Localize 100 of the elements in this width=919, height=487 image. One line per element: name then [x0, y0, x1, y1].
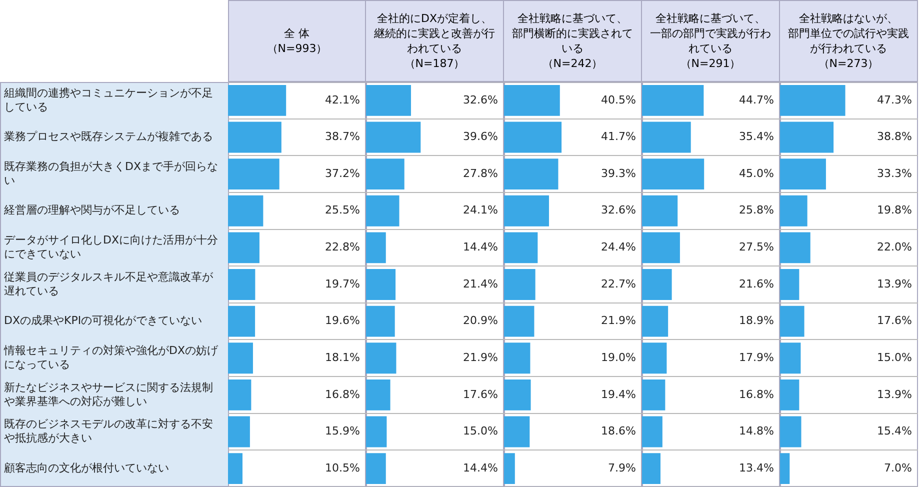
data-label: 20.9%	[463, 314, 498, 328]
bar	[780, 416, 802, 448]
y-tick-label: 業務プロセスや既存システムが複雑である	[4, 130, 213, 144]
bar	[366, 342, 396, 374]
bar	[366, 122, 421, 153]
y-tick-label: 情報セキュリティの対策や強化がDXの妨げになっている	[3, 344, 220, 371]
bar	[780, 195, 808, 226]
data-label: 22.7%	[601, 277, 636, 290]
data-label: 15.0%	[877, 350, 912, 364]
data-label: 40.5%	[601, 93, 636, 106]
y-tick-label: 既存のビジネスモデルの改革に対する不安や抵抗感が大きい	[4, 418, 213, 445]
bar	[780, 306, 804, 337]
data-label: 18.1%	[325, 350, 360, 364]
data-label: 7.0%	[884, 461, 912, 474]
data-label: 15.0%	[463, 424, 498, 438]
data-label: 33.3%	[877, 166, 912, 180]
bar	[228, 158, 280, 190]
data-label: 32.6%	[463, 93, 498, 106]
bar	[228, 232, 260, 264]
bar	[366, 379, 390, 410]
bar	[780, 122, 834, 153]
bar	[642, 84, 704, 116]
data-label: 21.4%	[463, 277, 498, 290]
data-label: 18.6%	[601, 424, 636, 438]
bar	[366, 416, 387, 448]
bar	[504, 416, 530, 448]
bar	[228, 379, 252, 410]
data-label: 17.6%	[877, 314, 912, 328]
data-label: 15.4%	[877, 424, 912, 438]
data-label: 19.8%	[877, 204, 912, 217]
data-label: 19.7%	[325, 277, 360, 290]
data-label: 14.8%	[739, 424, 774, 438]
data-label: 16.8%	[739, 388, 774, 401]
bar	[504, 195, 549, 226]
data-label: 35.4%	[739, 130, 774, 144]
chart-title: 全社的にDXが定着し、継続的に実践と改善が行われている（N=187）	[374, 11, 495, 71]
bar	[642, 306, 668, 337]
data-label: 39.3%	[601, 166, 636, 180]
bar	[642, 379, 666, 410]
bar	[780, 232, 810, 264]
bar	[504, 453, 515, 484]
bar	[642, 453, 660, 484]
bar	[780, 342, 801, 374]
y-tick-label: 既存業務の負担が大きくDXまで手が回らない	[4, 160, 218, 187]
y-tick-label: 経営層の理解や関与が不足している	[3, 204, 180, 217]
data-label: 13.9%	[877, 277, 912, 290]
bar	[780, 158, 826, 190]
bar	[780, 269, 800, 300]
bar	[642, 269, 672, 300]
bar	[228, 84, 286, 116]
bar	[228, 269, 256, 300]
data-label: 10.5%	[325, 461, 360, 474]
bar	[780, 453, 790, 484]
bar	[228, 416, 250, 448]
bar	[504, 232, 538, 264]
data-label: 21.9%	[601, 314, 636, 328]
chart-title: 全社戦略に基づいて、一部の部門で実践が行われている（N=291）	[650, 11, 771, 71]
data-label: 19.4%	[601, 388, 636, 401]
data-label: 27.5%	[739, 240, 774, 254]
bar	[642, 122, 691, 153]
bar	[366, 269, 396, 300]
bar	[228, 306, 256, 337]
chart-title: 全社戦略に基づいて、部門横断的に実践されている（N=242）	[512, 11, 633, 71]
data-label: 27.8%	[463, 166, 498, 180]
bar	[642, 158, 704, 190]
bar	[504, 122, 562, 153]
bar	[504, 306, 534, 337]
data-label: 25.5%	[325, 204, 360, 217]
data-label: 18.9%	[739, 314, 774, 328]
bar	[366, 195, 400, 226]
bar	[366, 84, 411, 116]
data-label: 42.1%	[325, 93, 360, 106]
y-tick-label: 新たなビジネスやサービスに関する法規制や業界基準への対応が難しい	[4, 380, 213, 408]
data-label: 22.8%	[325, 240, 360, 254]
bar	[642, 416, 662, 448]
bar	[504, 84, 560, 116]
data-label: 19.0%	[601, 350, 636, 364]
data-label: 16.8%	[325, 388, 360, 401]
data-label: 39.6%	[463, 130, 498, 144]
data-label: 13.9%	[877, 388, 912, 401]
bar	[642, 342, 667, 374]
data-label: 7.9%	[608, 461, 636, 474]
data-label: 14.4%	[463, 240, 498, 254]
data-label: 13.4%	[739, 461, 774, 474]
data-label: 14.4%	[463, 461, 498, 474]
bar	[366, 306, 395, 337]
bar	[504, 342, 530, 374]
bar	[504, 379, 531, 410]
data-label: 21.9%	[463, 350, 498, 364]
data-label: 22.0%	[877, 240, 912, 254]
bar	[228, 342, 253, 374]
bar	[780, 379, 800, 410]
data-label: 19.6%	[325, 314, 360, 328]
y-tick-label: 従業員のデジタルスキル不足や意識改革が遅れている	[4, 270, 214, 298]
chart-title: 全社戦略はないが、部門単位での試行や実践が行われている（N=273）	[788, 11, 909, 71]
bar	[228, 122, 282, 153]
data-label: 15.9%	[325, 424, 360, 438]
data-label: 47.3%	[877, 93, 912, 106]
bar	[642, 195, 678, 226]
bar	[780, 84, 846, 116]
